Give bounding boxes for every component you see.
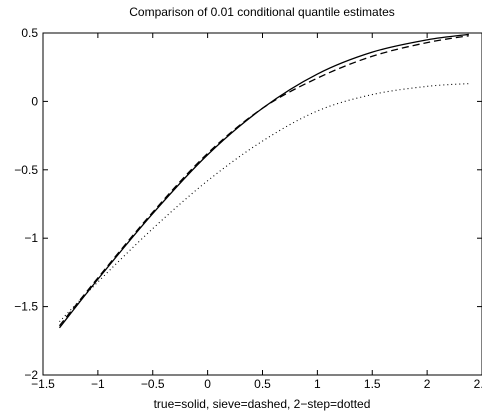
y-tick-label: 0 [31, 94, 38, 108]
x-axis-label: true=solid, sieve=dashed, 2−step=dotted [154, 397, 371, 411]
axis-tick-labels: −1.5−1−0.500.511.522.5−2−1.5−1−0.500.5 [14, 26, 482, 391]
x-tick-label: 2.5 [474, 377, 482, 391]
x-tick-label: 0 [204, 377, 211, 391]
y-tick-label: −1 [24, 231, 38, 245]
x-tick-label: −1.5 [31, 377, 55, 391]
axis-ticks [42, 32, 482, 376]
chart-title: Comparison of 0.01 conditional quantile … [129, 5, 395, 19]
x-tick-label: 1 [314, 377, 321, 391]
plot-frame [42, 32, 482, 376]
series-lines [58, 33, 469, 329]
dashed-series-line [58, 35, 469, 327]
solid-series-line [58, 33, 469, 329]
y-tick-label: −0.5 [14, 163, 38, 177]
x-tick-label: 2 [424, 377, 431, 391]
y-tick-label: −2 [24, 368, 38, 382]
x-tick-label: −0.5 [141, 377, 165, 391]
dotted-series-line [59, 83, 469, 323]
y-tick-label: −1.5 [14, 300, 38, 314]
x-tick-label: −1 [91, 377, 105, 391]
y-tick-label: 0.5 [21, 26, 38, 40]
x-tick-label: 1.5 [364, 377, 381, 391]
x-tick-label: 0.5 [254, 377, 271, 391]
